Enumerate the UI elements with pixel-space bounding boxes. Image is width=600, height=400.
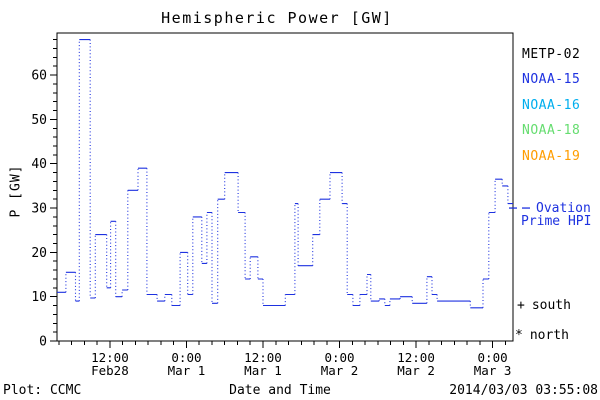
x-tick-time-label: 0:00 (478, 350, 508, 365)
ovation-legend-label-line2: Prime HPI (521, 214, 592, 229)
y-tick-label: 20 (31, 246, 47, 261)
x-tick-time-label: 12:00 (91, 350, 129, 365)
north-marker-legend: * north (515, 328, 569, 343)
y-tick-label: 50 (31, 113, 47, 128)
satellite-legend-item-noaa-15: NOAA-15 (522, 72, 581, 88)
satellite-legend-item-noaa-18: NOAA-18 (522, 123, 581, 139)
plus-marker-symbol: + (517, 298, 525, 313)
south-label: south (531, 298, 571, 313)
footer-timestamp: 2014/03/03 03:55:08 (449, 383, 598, 398)
north-label: north (529, 328, 569, 343)
x-tick-date-label: Mar 2 (397, 363, 435, 378)
x-tick-time-label: 0:00 (171, 350, 201, 365)
y-tick-label: 10 (31, 290, 47, 305)
ovation-legend-label-line1: Ovation (536, 201, 591, 216)
data-line-steps (57, 39, 513, 309)
x-tick-date-label: Mar 1 (168, 363, 206, 378)
y-tick-label: 0 (39, 335, 47, 350)
satellite-legend-item-noaa-19: NOAA-19 (522, 148, 581, 164)
satellite-legend-item-metp-02: METP-02 (522, 47, 581, 62)
x-tick-time-label: 0:00 (324, 350, 354, 365)
data-line-connectors (65, 39, 509, 308)
x-tick-date-label: Feb28 (91, 363, 129, 378)
x-axis-title: Date and Time (229, 383, 331, 398)
x-tick-time-label: 12:00 (397, 350, 435, 365)
x-tick-date-label: Mar 2 (321, 363, 359, 378)
asterisk-marker-symbol: * (515, 328, 523, 343)
y-tick-label: 30 (31, 202, 47, 217)
footer-plot-source: Plot: CCMC (3, 383, 82, 398)
satellite-legend-item-noaa-16: NOAA-16 (522, 97, 581, 113)
x-tick-time-label: 12:00 (244, 350, 282, 365)
x-tick-date-label: Mar 1 (244, 363, 282, 378)
x-tick-date-label: Mar 3 (474, 363, 512, 378)
chart-title: Hemispheric Power [GW] (161, 9, 393, 27)
y-tick-label: 60 (31, 69, 47, 84)
y-tick-label: 40 (31, 157, 47, 172)
south-marker-legend: + south (517, 298, 571, 313)
plot-frame (56, 32, 514, 342)
